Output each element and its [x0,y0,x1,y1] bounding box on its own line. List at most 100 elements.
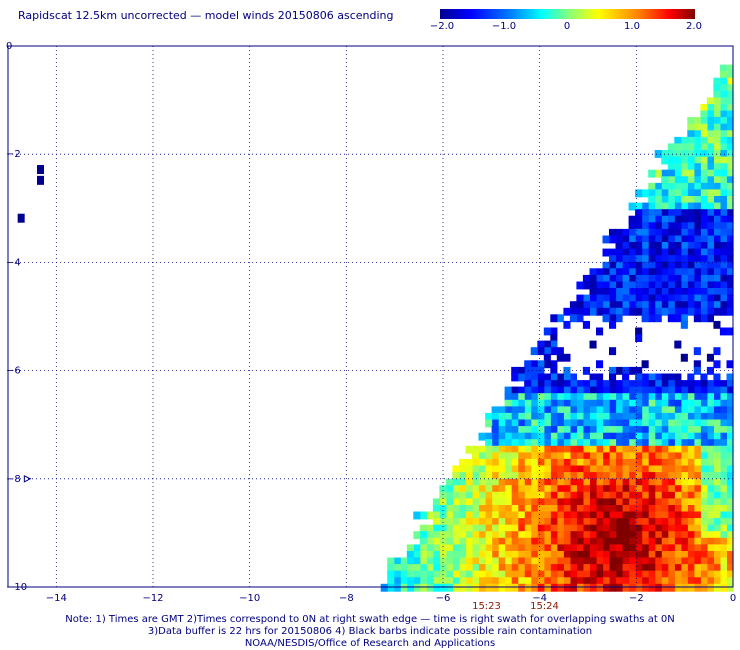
swath-pixel [680,320,688,329]
swath-pixel [563,380,571,388]
swath-pixel [693,242,701,250]
swath-pixel [680,314,688,323]
swath-pixel [693,491,701,500]
swath-pixel [661,255,669,264]
swath-pixel [719,84,727,93]
swath-pixel [635,222,643,231]
swath-pixel [687,498,695,507]
swath-pixel [628,281,636,290]
swath-pixel [465,518,473,526]
swath-pixel [648,288,656,296]
swath-pixel [635,268,643,277]
swath-pixel [693,511,701,520]
swath-pixel [693,537,701,546]
swath-pixel [517,412,525,421]
swath-pixel [628,452,636,461]
swath-pixel [511,485,519,494]
swath-pixel [661,268,669,277]
swath-pixel [524,452,532,461]
swath-pixel [472,531,480,540]
swath-pixel [452,544,460,553]
swath-pixel [543,544,551,553]
swath-pixel [582,478,590,487]
swath-pixel [432,570,440,579]
swath-pixel [413,551,421,559]
swath-pixel [511,491,519,500]
swath-pixel [706,452,714,461]
swath-pixel [654,518,662,526]
swath-pixel [680,511,688,520]
swath-pixel [537,452,545,461]
swath-pixel [472,511,480,520]
swath-pixel [576,432,584,441]
swath-pixel [667,242,675,250]
swath-pixel [426,583,434,592]
swath-pixel [641,380,649,388]
swath-pixel [609,426,617,434]
x-tick-label: −14 [46,593,67,604]
swath-pixel [700,143,708,152]
swath-pixel [713,386,721,395]
swath-pixel [719,518,727,526]
swath-pixel [478,531,486,540]
swath-pixel [609,439,617,448]
swath-pixel [582,386,590,395]
swath-pixel [550,340,558,349]
swath-pixel [432,557,440,566]
swath-pixel [713,110,721,119]
swath-pixel [713,465,721,474]
swath-pixel [726,288,734,296]
swath-pixel [511,445,519,454]
swath-pixel [615,248,623,257]
swath-pixel [393,577,401,586]
swath-pixel [687,544,695,553]
swath-pixel [687,150,695,158]
swath-pixel [589,432,597,441]
swath-pixel [569,537,577,546]
swath-pixel [413,531,421,540]
swath-pixel [641,294,649,303]
swath-pixel [472,458,480,467]
swath-pixel [687,222,695,231]
swath-pixel [726,209,734,218]
swath-pixel [726,564,734,572]
swath-pixel [687,242,695,250]
swath-pixel [615,537,623,546]
swath-pixel [589,498,597,507]
swath-pixel [491,478,499,487]
swath-pixel [576,570,584,579]
swath-pixel [609,465,617,474]
swath-pixel [719,426,727,434]
swath-pixel [726,150,734,158]
swath-pixel [628,274,636,283]
swath-pixel [426,531,434,540]
swath-pixel [576,577,584,586]
swath-pixel [700,518,708,526]
swath-pixel [693,445,701,454]
swath-pixel [609,386,617,395]
swath-pixel [576,544,584,553]
swath-pixel [628,511,636,520]
swath-pixel [609,419,617,428]
swath-pixel [687,215,695,224]
swath-pixel [459,557,467,566]
swath-pixel [641,426,649,434]
swath-pixel [706,294,714,303]
swath-pixel [635,255,643,264]
swath-pixel [596,386,604,395]
swath-pixel [661,399,669,408]
swath-pixel [498,537,506,546]
swath-pixel [628,288,636,296]
swath-pixel [661,156,669,165]
swath-pixel [472,491,480,500]
swath-pixel [543,557,551,566]
swath-pixel [719,452,727,461]
swath-pixel [596,570,604,579]
swath-pixel [706,130,714,139]
x-tick-label: 0 [730,593,736,604]
swath-pixel [589,393,597,402]
swath-pixel [719,524,727,533]
swath-pixel [661,465,669,474]
swath-pixel [726,458,734,467]
swath-pixel [596,327,604,336]
